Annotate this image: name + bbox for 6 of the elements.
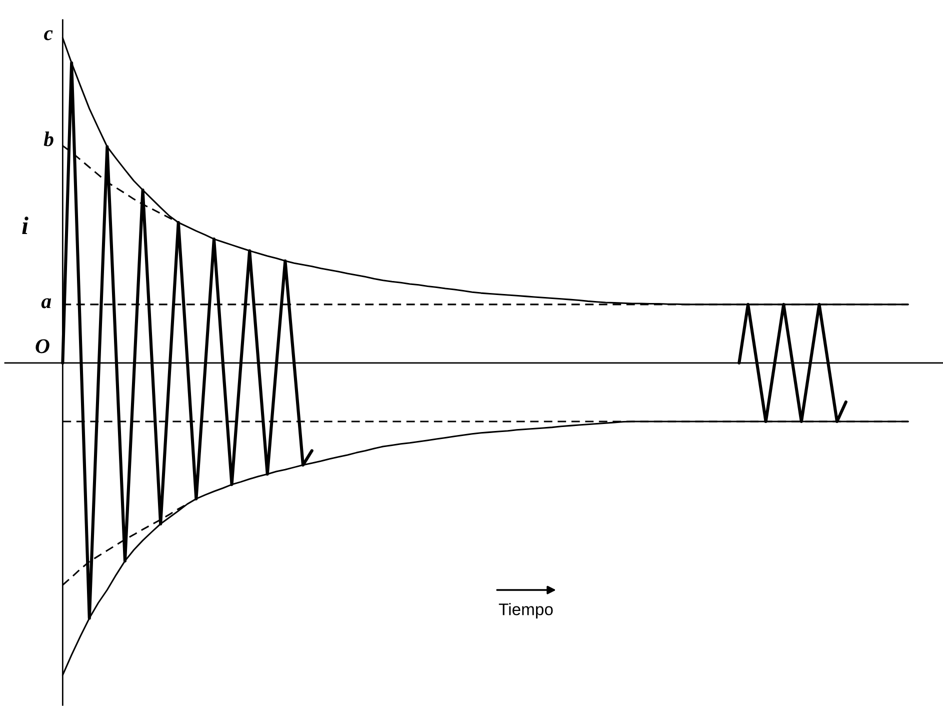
text: b [44, 132, 54, 146]
ref-line-label: a [41, 298, 52, 308]
y-axis-title: i [22, 216, 28, 234]
text: c [44, 30, 53, 40]
x-axis-title: Tiempo [498, 603, 553, 619]
text: O [36, 339, 50, 354]
